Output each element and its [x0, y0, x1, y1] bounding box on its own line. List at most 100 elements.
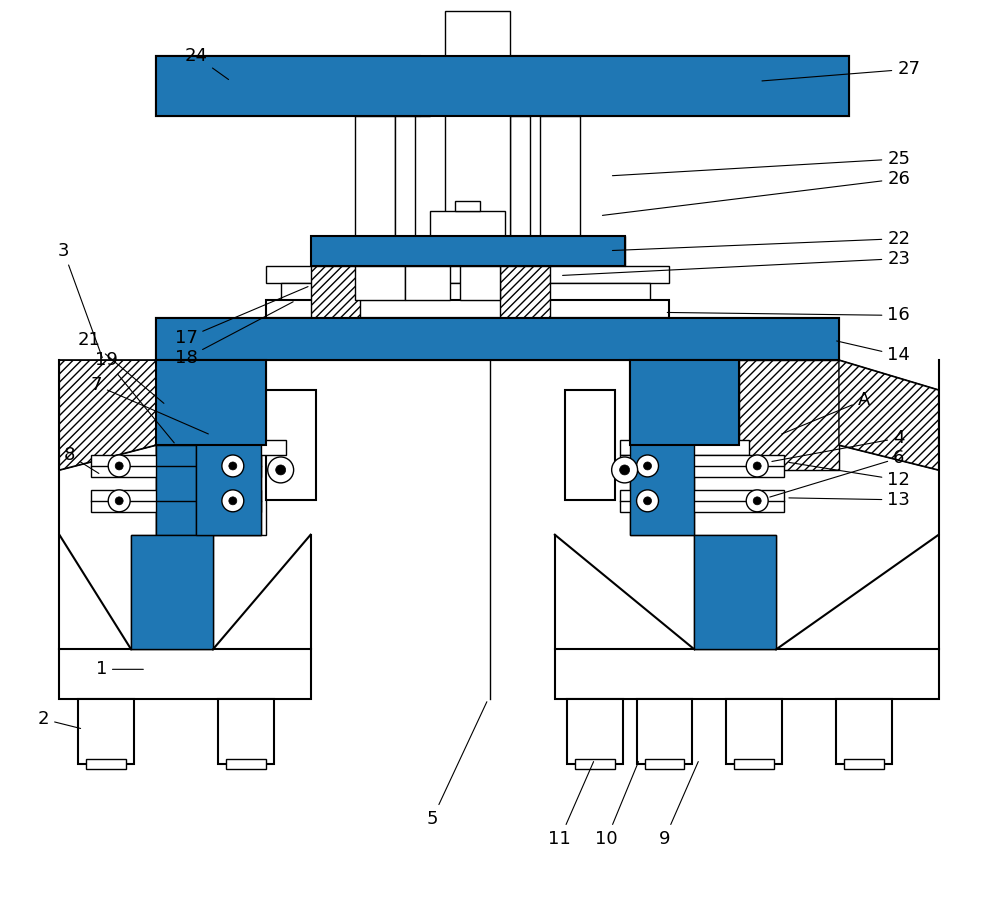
- Polygon shape: [739, 360, 839, 470]
- Bar: [78, 699, 134, 764]
- Bar: [311, 236, 625, 265]
- Circle shape: [637, 490, 659, 512]
- Text: 25: 25: [612, 150, 910, 175]
- Circle shape: [222, 490, 244, 512]
- Bar: [266, 300, 669, 318]
- Circle shape: [644, 462, 652, 470]
- Text: 1: 1: [96, 661, 143, 679]
- Circle shape: [108, 490, 130, 512]
- Bar: [630, 360, 739, 445]
- Text: 9: 9: [659, 761, 698, 848]
- Bar: [620, 455, 784, 476]
- Bar: [311, 265, 360, 318]
- Bar: [156, 445, 196, 535]
- Bar: [226, 759, 266, 769]
- Bar: [567, 699, 623, 764]
- Bar: [156, 57, 849, 116]
- Polygon shape: [156, 445, 266, 535]
- Circle shape: [229, 497, 237, 505]
- Circle shape: [746, 490, 768, 512]
- Bar: [565, 390, 615, 500]
- Bar: [510, 57, 849, 116]
- Bar: [445, 12, 510, 57]
- Circle shape: [229, 462, 237, 470]
- Bar: [844, 759, 884, 769]
- Text: 16: 16: [667, 307, 910, 325]
- Circle shape: [108, 455, 130, 476]
- Bar: [196, 360, 261, 535]
- Circle shape: [115, 497, 123, 505]
- Bar: [131, 535, 213, 649]
- Circle shape: [115, 462, 123, 470]
- Bar: [726, 699, 782, 764]
- Bar: [540, 116, 580, 236]
- Bar: [445, 57, 510, 341]
- Bar: [836, 699, 892, 764]
- Bar: [630, 360, 739, 445]
- Bar: [156, 57, 420, 116]
- Bar: [620, 440, 749, 455]
- Bar: [311, 236, 455, 265]
- Bar: [355, 116, 395, 236]
- Bar: [620, 490, 784, 512]
- Bar: [131, 535, 213, 649]
- Bar: [91, 490, 261, 512]
- Text: 2: 2: [38, 710, 81, 728]
- Bar: [694, 535, 776, 649]
- Polygon shape: [839, 360, 939, 470]
- Circle shape: [222, 455, 244, 476]
- Text: 5: 5: [426, 702, 487, 828]
- Bar: [156, 440, 286, 455]
- Text: 13: 13: [789, 491, 910, 509]
- Text: 6: 6: [770, 449, 904, 497]
- Circle shape: [644, 497, 652, 505]
- Bar: [405, 265, 450, 300]
- Text: 8: 8: [64, 446, 99, 474]
- Bar: [645, 759, 684, 769]
- Bar: [59, 649, 311, 699]
- Bar: [630, 360, 694, 535]
- Text: 24: 24: [184, 48, 229, 79]
- Bar: [694, 535, 776, 649]
- Bar: [734, 759, 774, 769]
- Text: 17: 17: [175, 287, 308, 347]
- Bar: [156, 318, 839, 360]
- Circle shape: [620, 465, 630, 475]
- Bar: [91, 455, 261, 476]
- Bar: [196, 360, 261, 535]
- Polygon shape: [59, 360, 156, 470]
- Bar: [510, 116, 530, 341]
- Bar: [380, 57, 430, 116]
- Text: 10: 10: [595, 761, 639, 848]
- Bar: [505, 236, 625, 265]
- Bar: [575, 759, 615, 769]
- Bar: [266, 390, 316, 500]
- Text: 7: 7: [91, 376, 208, 434]
- Text: 18: 18: [175, 302, 293, 368]
- Text: 12: 12: [789, 462, 910, 489]
- Bar: [86, 759, 126, 769]
- Bar: [156, 360, 266, 445]
- Bar: [455, 200, 480, 210]
- Bar: [281, 282, 650, 300]
- Circle shape: [276, 465, 286, 475]
- Text: 27: 27: [762, 60, 920, 81]
- Polygon shape: [839, 360, 939, 470]
- Bar: [430, 210, 505, 236]
- Text: 4: 4: [772, 429, 905, 461]
- Bar: [395, 116, 415, 341]
- Bar: [637, 699, 692, 764]
- Bar: [156, 360, 266, 445]
- Bar: [500, 265, 550, 318]
- Bar: [555, 649, 939, 699]
- Polygon shape: [59, 360, 156, 470]
- Text: 3: 3: [58, 242, 102, 358]
- Circle shape: [637, 455, 659, 476]
- Text: 19: 19: [95, 352, 174, 443]
- Bar: [450, 57, 510, 116]
- Text: 21: 21: [78, 332, 164, 404]
- Text: 23: 23: [563, 250, 910, 275]
- Bar: [156, 445, 196, 535]
- Circle shape: [612, 457, 638, 483]
- Text: 11: 11: [548, 761, 594, 848]
